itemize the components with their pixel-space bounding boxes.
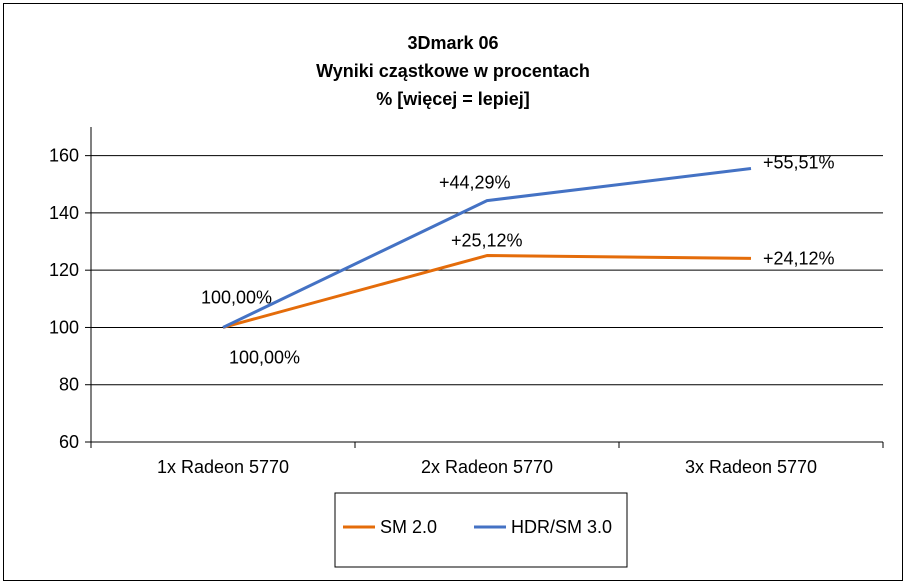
y-tick-label: 100 — [49, 317, 79, 337]
legend: SM 2.0 HDR/SM 3.0 — [334, 492, 628, 568]
chart-title: 3Dmark 06 Wyniki cząstkowe w procentach … — [316, 33, 590, 109]
series-lines — [222, 167, 752, 329]
legend-label-1: SM 2.0 — [380, 517, 437, 537]
y-tick-labels: 60 80 100 120 140 160 — [49, 146, 79, 452]
y-tick-label: 140 — [49, 203, 79, 223]
axes — [90, 127, 884, 448]
chart-frame: 3Dmark 06 Wyniki cząstkowe w procentach … — [3, 3, 903, 581]
chart-title-line-3: % [więcej = lepiej] — [376, 89, 530, 109]
data-label: +44,29% — [439, 173, 511, 193]
y-tick-label: 60 — [59, 432, 79, 452]
data-label: +24,12% — [763, 248, 835, 268]
data-label: +55,51% — [763, 152, 835, 172]
data-label: 100,00% — [229, 347, 300, 367]
legend-box — [334, 492, 628, 568]
x-tick-label: 2x Radeon 5770 — [421, 457, 553, 477]
chart-title-line-2: Wyniki cząstkowe w procentach — [316, 61, 590, 81]
data-labels: 100,00% +25,12% +24,12% 100,00% +44,29% +55,5… — [201, 152, 835, 367]
y-tick-label: 80 — [59, 375, 79, 395]
data-label: 100,00% — [201, 287, 272, 307]
y-tick-label: 160 — [49, 146, 79, 166]
x-tick-label: 3x Radeon 5770 — [685, 457, 817, 477]
series-line-2 — [222, 167, 752, 329]
y-tick-label: 120 — [49, 260, 79, 280]
data-label: +25,12% — [451, 231, 523, 251]
legend-label-2: HDR/SM 3.0 — [511, 517, 612, 537]
chart-title-line-1: 3Dmark 06 — [407, 33, 498, 53]
line-chart: 3Dmark 06 Wyniki cząstkowe w procentach … — [49, 33, 884, 568]
series-line-1 — [222, 254, 752, 329]
x-tick-labels: 1x Radeon 5770 2x Radeon 5770 3x Radeon 57… — [157, 457, 817, 477]
x-tick-label: 1x Radeon 5770 — [157, 457, 289, 477]
